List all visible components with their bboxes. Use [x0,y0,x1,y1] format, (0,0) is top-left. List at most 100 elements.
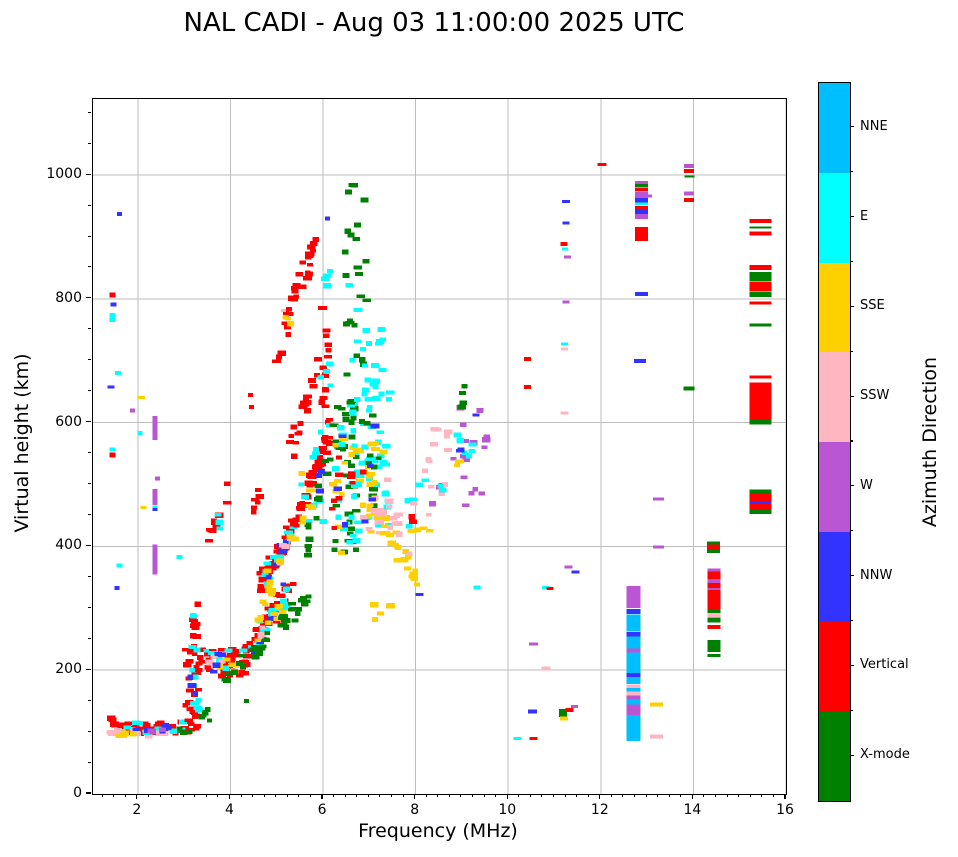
scatter-point [274,603,283,608]
scatter-point [281,535,291,540]
scatter-point [374,519,381,525]
colorbar-boundary-tick [850,260,853,263]
colorbar-boundary-tick [850,171,853,173]
scatter-point [312,236,319,242]
x-minor-tick [159,794,161,797]
scatter-point [626,648,641,653]
scatter-point [413,582,420,587]
scatter-point [421,478,430,483]
x-minor-tick [634,794,636,797]
scatter-point [304,522,312,527]
scatter-point [425,459,433,464]
scatter-point [204,664,211,670]
scatter-point [364,397,373,402]
scatter-point [361,444,369,450]
scatter-point [354,222,362,228]
scatter-point [130,731,137,737]
scatter-point [524,384,532,389]
scatter-point [318,469,325,475]
scatter-point [482,437,491,443]
scatter-point [262,617,269,622]
scatter-point [190,701,199,706]
scatter-point [282,311,289,317]
scatter-point [481,445,488,449]
scatter-point [360,347,366,352]
scatter-point [337,550,345,556]
x-tick-label: 8 [410,802,420,818]
scatter-point [282,583,290,589]
scatter-point [626,586,641,609]
scatter-point [749,419,772,425]
x-minor-tick [553,794,555,797]
scatter-point [353,547,359,552]
scatter-point [256,646,266,651]
scatter-point [366,463,374,468]
scatter-point [310,248,317,253]
x-tick-label: 10 [498,802,517,818]
scatter-point [376,531,384,535]
scatter-point [707,624,721,629]
scatter-point [348,463,355,468]
scatter-point [749,493,772,502]
x-minor-tick [437,794,439,797]
scatter-point [381,530,391,535]
scatter-point [402,549,409,555]
scatter-point [244,699,250,704]
scatter-point [332,466,340,472]
scatter-point [707,608,721,613]
scatter-point [355,449,364,454]
scatter-point [368,497,377,502]
scatter-point [327,383,334,388]
scatter-point [345,282,354,288]
scatter-point [379,449,388,455]
scatter-point [189,613,198,619]
scatter-point [258,576,268,582]
scatter-point [308,481,317,487]
scatter-point [513,736,522,740]
scatter-point [154,726,162,731]
scatter-point [251,508,257,515]
scatter-point [425,456,432,462]
scatter-point [349,480,356,485]
scatter-point [315,488,325,494]
scatter-point [365,527,373,532]
scatter-point [635,198,649,203]
scatter-point [707,583,721,609]
scatter-point [381,524,390,528]
x-minor-tick [379,794,381,797]
y-minor-tick [88,606,91,608]
colorbar-tick [850,664,854,666]
scatter-point [381,491,390,497]
scatter-point [322,387,329,393]
scatter-point [275,606,281,610]
scatter-point [246,641,253,647]
scatter-point [221,661,229,667]
scatter-point [462,503,470,508]
scatter-point [195,698,202,703]
scatter-point [367,441,375,447]
x-minor-tick [205,794,207,797]
x-minor-tick [425,794,427,797]
scatter-point [626,691,641,696]
scatter-point [304,543,313,548]
scatter-point [238,648,248,653]
scatter-point [212,662,221,668]
scatter-point [284,324,291,330]
x-tick-label: 4 [225,802,234,818]
x-minor-tick [749,794,751,797]
x-minor-tick [333,794,335,797]
scatter-point [683,163,694,168]
scatter-point [217,673,226,679]
scatter-point [321,404,330,409]
scatter-point [204,659,213,664]
colorbar-tick-label: NNW [860,567,893,583]
scatter-point [410,501,418,506]
scatter-point [270,565,277,571]
scatter-point [429,442,438,447]
scatter-point [419,526,428,530]
scatter-point [318,445,328,450]
scatter-point [428,501,436,507]
scatter-point [384,477,392,483]
scatter-point [348,409,357,415]
scatter-point [232,649,241,654]
